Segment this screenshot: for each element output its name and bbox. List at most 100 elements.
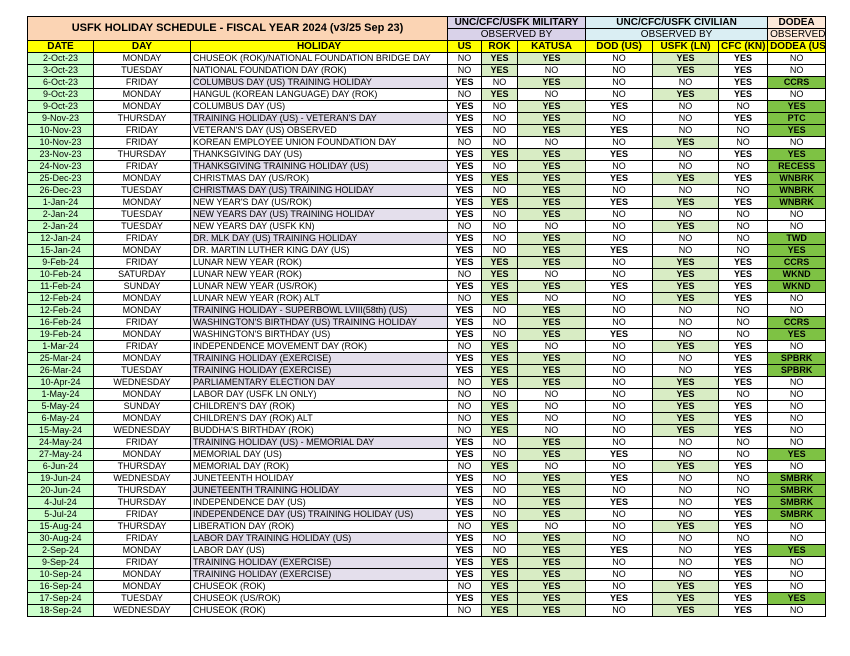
cell-dod-us: NO bbox=[585, 136, 654, 149]
holiday-schedule-table: USFK HOLIDAY SCHEDULE - FISCAL YEAR 2024… bbox=[26, 16, 827, 617]
cell-cfc-kn: NO bbox=[718, 208, 769, 221]
cell-date: 9-Feb-24 bbox=[27, 256, 94, 269]
cell-date: 15-May-24 bbox=[27, 424, 94, 437]
cell-katusa: NO bbox=[517, 412, 587, 425]
cell-dodea-us: YES bbox=[767, 544, 827, 557]
cell-dod-us: NO bbox=[585, 52, 654, 65]
table-row: 10-Feb-24 SATURDAY LUNAR NEW YEAR (ROK) NO Y… bbox=[27, 268, 827, 281]
cell-day: FRIDAY bbox=[93, 556, 191, 569]
cell-holiday: CHUSEOK (ROK) bbox=[189, 580, 449, 593]
cell-holiday: LUNAR NEW YEAR (ROK) ALT bbox=[189, 292, 449, 305]
cell-katusa: YES bbox=[517, 52, 587, 65]
cell-dodea-us: YES bbox=[767, 100, 827, 113]
cell-usfk-ln: NO bbox=[652, 472, 720, 485]
cell-cfc-kn: YES bbox=[718, 580, 769, 593]
cell-date: 12-Feb-24 bbox=[27, 304, 94, 317]
cell-katusa: YES bbox=[517, 544, 587, 557]
cell-dodea-us: NO bbox=[767, 424, 827, 437]
cell-usfk-ln: YES bbox=[652, 424, 720, 437]
cell-katusa: YES bbox=[517, 592, 587, 605]
cell-cfc-kn: YES bbox=[718, 280, 769, 293]
cell-day: FRIDAY bbox=[93, 508, 191, 521]
cell-cfc-kn: YES bbox=[718, 52, 769, 65]
table-row: 27-May-24 MONDAY MEMORIAL DAY (US) YES NO YES… bbox=[27, 448, 827, 461]
table-row: 2-Jan-24 TUESDAY NEW YEARS DAY (USFK KN) NO… bbox=[27, 220, 827, 233]
cell-us: YES bbox=[447, 100, 483, 113]
cell-date: 1-May-24 bbox=[27, 388, 94, 401]
cell-us: YES bbox=[447, 532, 483, 545]
cell-dod-us: NO bbox=[585, 76, 654, 89]
cell-katusa: YES bbox=[517, 184, 587, 197]
cell-day: THURSDAY bbox=[93, 496, 191, 509]
group-header-military: UNC/CFC/USFK MILITARY bbox=[447, 16, 587, 29]
cell-rok: NO bbox=[481, 160, 519, 173]
cell-holiday: TRAINING HOLIDAY (EXERCISE) bbox=[189, 556, 449, 569]
table-row: 15-Jan-24 MONDAY DR. MARTIN LUTHER KING DA… bbox=[27, 244, 827, 257]
cell-usfk-ln: YES bbox=[652, 220, 720, 233]
cell-cfc-kn: YES bbox=[718, 520, 769, 533]
cell-us: YES bbox=[447, 232, 483, 245]
cell-rok: YES bbox=[481, 268, 519, 281]
cell-us: YES bbox=[447, 556, 483, 569]
cell-dod-us: YES bbox=[585, 124, 654, 137]
cell-holiday: MEMORIAL DAY (US) bbox=[189, 448, 449, 461]
cell-us: YES bbox=[447, 472, 483, 485]
cell-rok: YES bbox=[481, 364, 519, 377]
cell-rok: NO bbox=[481, 436, 519, 449]
cell-rok: YES bbox=[481, 172, 519, 185]
cell-usfk-ln: NO bbox=[652, 112, 720, 125]
cell-usfk-ln: NO bbox=[652, 448, 720, 461]
cell-day: MONDAY bbox=[93, 352, 191, 365]
cell-dod-us: NO bbox=[585, 460, 654, 473]
table-row: 15-May-24 WEDNESDAY BUDDHA'S BIRTHDAY (ROK… bbox=[27, 424, 827, 437]
table-row: 2-Sep-24 MONDAY LABOR DAY (US) YES NO YES YES N… bbox=[27, 544, 827, 557]
cell-katusa: YES bbox=[517, 436, 587, 449]
cell-us: YES bbox=[447, 364, 483, 377]
cell-us: YES bbox=[447, 508, 483, 521]
cell-day: TUESDAY bbox=[93, 64, 191, 77]
table-row: 12-Feb-24 MONDAY TRAINING HOLIDAY - SUPERB… bbox=[27, 304, 827, 317]
table-row: 1-Jan-24 MONDAY NEW YEAR'S DAY (US/ROK) YES… bbox=[27, 196, 827, 209]
cell-us: NO bbox=[447, 400, 483, 413]
cell-us: NO bbox=[447, 136, 483, 149]
cell-day: MONDAY bbox=[93, 100, 191, 113]
cell-day: SUNDAY bbox=[93, 400, 191, 413]
cell-dodea-us: YES bbox=[767, 328, 827, 341]
cell-date: 25-Mar-24 bbox=[27, 352, 94, 365]
cell-us: YES bbox=[447, 280, 483, 293]
cell-dodea-us: WKND bbox=[767, 280, 827, 293]
cell-dod-us: NO bbox=[585, 112, 654, 125]
cell-usfk-ln: NO bbox=[652, 244, 720, 257]
cell-holiday: LABOR DAY (US) bbox=[189, 544, 449, 557]
cell-date: 18-Sep-24 bbox=[27, 604, 94, 617]
cell-katusa: NO bbox=[517, 460, 587, 473]
cell-katusa: YES bbox=[517, 556, 587, 569]
cell-holiday: DR. MLK DAY (US) TRAINING HOLIDAY bbox=[189, 232, 449, 245]
cell-cfc-kn: NO bbox=[718, 100, 769, 113]
cell-dodea-us: NO bbox=[767, 568, 827, 581]
cell-rok: NO bbox=[481, 532, 519, 545]
cell-us: NO bbox=[447, 388, 483, 401]
cell-rok: YES bbox=[481, 352, 519, 365]
table-row: 16-Feb-24 FRIDAY WASHINGTON'S BIRTHDAY (US… bbox=[27, 316, 827, 329]
cell-usfk-ln: NO bbox=[652, 304, 720, 317]
cell-dodea-us: NO bbox=[767, 340, 827, 353]
cell-katusa: YES bbox=[517, 376, 587, 389]
cell-holiday: LABOR DAY TRAINING HOLIDAY (US) bbox=[189, 532, 449, 545]
cell-dodea-us: NO bbox=[767, 556, 827, 569]
cell-dodea-us: NO bbox=[767, 88, 827, 101]
cell-us: YES bbox=[447, 112, 483, 125]
cell-usfk-ln: NO bbox=[652, 532, 720, 545]
cell-date: 10-Nov-23 bbox=[27, 124, 94, 137]
cell-dod-us: NO bbox=[585, 268, 654, 281]
cell-day: FRIDAY bbox=[93, 124, 191, 137]
cell-day: THURSDAY bbox=[93, 112, 191, 125]
cell-katusa: NO bbox=[517, 268, 587, 281]
cell-rok: NO bbox=[481, 328, 519, 341]
cell-day: MONDAY bbox=[93, 172, 191, 185]
cell-cfc-kn: NO bbox=[718, 532, 769, 545]
cell-dodea-us: YES bbox=[767, 124, 827, 137]
cell-day: MONDAY bbox=[93, 580, 191, 593]
cell-dod-us: NO bbox=[585, 568, 654, 581]
cell-cfc-kn: YES bbox=[718, 352, 769, 365]
